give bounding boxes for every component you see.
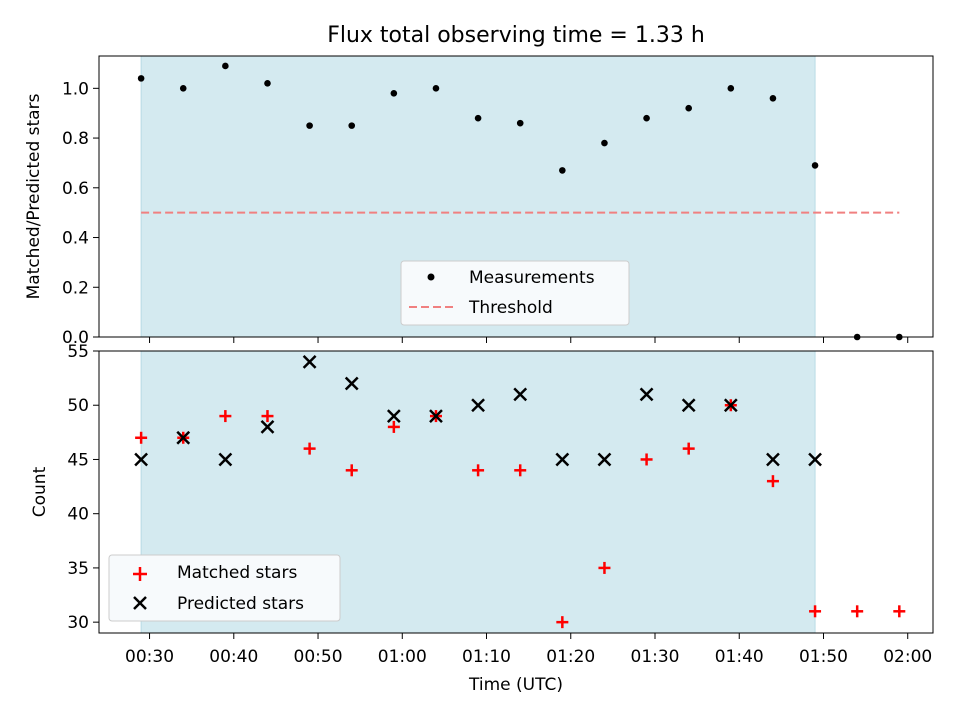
measurement-point <box>727 85 735 92</box>
bottom-legend: Matched stars Predicted stars <box>108 554 341 622</box>
bottom-xtick-label: 01:30 <box>631 647 680 667</box>
bottom-xtick-label: 00:30 <box>125 647 174 667</box>
bottom-legend-box <box>108 554 341 622</box>
legend-measurements-marker <box>427 273 435 281</box>
matched-star-point <box>261 410 274 423</box>
bottom-xtick-label: 00:40 <box>209 647 258 667</box>
bottom-xtick-label: 01:10 <box>462 647 511 667</box>
bottom-ytick-label: 30 <box>67 613 89 633</box>
matched-star-point <box>682 442 695 455</box>
predicted-star-point <box>513 387 528 402</box>
bottom-panel: 30 35 40 45 50 55 00:30 00:40 00:50 01:00 01:10 01… <box>30 342 934 695</box>
matched-star-point <box>303 442 316 455</box>
top-ytick-label: 0.0 <box>62 328 89 348</box>
measurement-point <box>643 114 650 122</box>
top-panel: 0.0 0.2 0.4 0.6 0.8 1.0 Matched/Predicted sta… <box>24 55 934 348</box>
measurement-point <box>348 122 356 129</box>
bottom-ytick-label: 45 <box>67 450 89 470</box>
measurement-point <box>264 80 271 87</box>
measurement-point <box>811 162 819 169</box>
predicted-star-point <box>260 420 275 434</box>
matched-star-point <box>640 453 653 466</box>
measurement-point <box>432 85 440 92</box>
bottom-xtick-label: 01:50 <box>799 647 848 667</box>
matched-star-point <box>809 605 822 618</box>
matched-star-point <box>598 561 611 574</box>
predicted-star-point <box>597 452 612 467</box>
matched-star-point <box>851 605 864 618</box>
top-plot-frame <box>98 55 934 338</box>
measurement-point <box>222 62 229 70</box>
matched-star-point <box>219 410 232 423</box>
matched-star-point <box>345 464 358 477</box>
predicted-star-point <box>218 452 233 467</box>
top-ytick-label: 0.8 <box>62 129 89 149</box>
bottom-xtick-label: 02:00 <box>883 647 932 667</box>
bottom-xtick-label: 01:40 <box>715 647 764 667</box>
predicted-star-point <box>555 452 570 467</box>
legend-matched-label: Matched stars <box>177 563 297 583</box>
measurement-point <box>685 104 692 112</box>
predicted-star-point <box>471 398 485 413</box>
top-ytick-label: 0.4 <box>62 229 89 249</box>
predicted-star-point <box>302 354 317 369</box>
bottom-xtick-label: 01:00 <box>378 647 427 667</box>
top-y-axis-label: Matched/Predicted stars <box>24 93 44 299</box>
measurement-point <box>474 114 482 122</box>
top-ytick-label: 0.2 <box>62 278 89 298</box>
bottom-ytick-label: 40 <box>67 505 89 525</box>
measurement-point <box>179 85 187 92</box>
matched-star-point <box>556 616 569 629</box>
matched-star-point <box>135 431 148 444</box>
predicted-star-point <box>766 452 780 467</box>
predicted-star-point <box>176 430 191 445</box>
predicted-star-point <box>344 376 359 391</box>
legend-predicted-label: Predicted stars <box>177 594 304 614</box>
predicted-star-point <box>134 452 149 467</box>
top-ytick-label: 1.0 <box>62 79 89 99</box>
measurement-point <box>601 139 608 147</box>
bottom-ytick-label: 55 <box>67 342 89 362</box>
bottom-y-axis-label: Count <box>30 466 50 517</box>
legend-measurements-label: Measurements <box>469 268 595 288</box>
measurement-point <box>137 75 145 82</box>
top-legend-box <box>400 260 630 326</box>
measurement-point <box>390 90 398 97</box>
predicted-star-point <box>808 452 822 467</box>
predicted-star-point <box>723 398 738 413</box>
legend-predicted-marker <box>133 596 147 610</box>
matched-star-point <box>766 475 779 488</box>
matched-star-point <box>472 464 485 477</box>
measurement-point <box>559 167 566 174</box>
x-axis-label: Time (UTC) <box>468 675 563 695</box>
bottom-ytick-label: 35 <box>67 559 89 579</box>
measurement-point <box>769 94 777 102</box>
matched-star-point <box>514 464 527 477</box>
bottom-plot-frame <box>98 350 934 634</box>
predicted-star-point <box>681 398 696 413</box>
predicted-star-point <box>429 409 443 423</box>
legend-threshold-label: Threshold <box>468 298 553 318</box>
bottom-xtick-label: 01:20 <box>546 647 595 667</box>
bottom-ytick-label: 50 <box>67 396 89 416</box>
legend-matched-marker <box>133 567 147 581</box>
measurement-point <box>516 119 524 127</box>
measurement-point <box>306 122 313 129</box>
matched-star-point <box>893 605 906 618</box>
top-legend: Measurements Threshold <box>400 260 630 326</box>
predicted-star-point <box>639 387 654 402</box>
top-ytick-label: 0.6 <box>62 179 89 199</box>
bottom-xtick-label: 00:50 <box>294 647 343 667</box>
predicted-star-point <box>386 409 401 423</box>
figure-title: Flux total observing time = 1.33 h <box>327 23 705 48</box>
matched-star-point <box>387 420 400 433</box>
